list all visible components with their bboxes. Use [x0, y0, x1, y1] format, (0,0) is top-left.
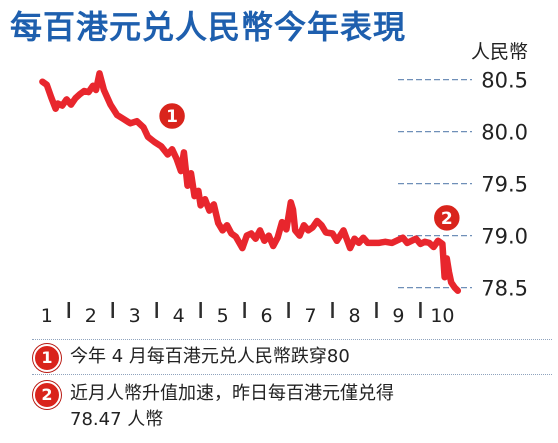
notes-panel: 1 今年 4 月每百港元兑人民幣跌穿80 2 近月人幣升值加速，昨日每百港元僅兑…: [0, 336, 558, 443]
x-tick-label: 10: [430, 305, 454, 327]
series-path: [39, 70, 462, 294]
note-2-line-2: 78.47 人幣: [70, 409, 164, 430]
annotation-badge: [431, 202, 463, 234]
series-line: [39, 70, 462, 294]
annotation-number: 1: [166, 107, 178, 127]
x-tick-label: 5: [217, 305, 229, 327]
annotations: 12: [156, 100, 463, 234]
x-tick-label: 4: [173, 305, 185, 327]
annotation-badge: [156, 100, 188, 132]
y-tick-label: 79.5: [481, 173, 528, 197]
note-badge-2: 2: [33, 381, 61, 409]
y-tick-label: 79.0: [481, 225, 528, 249]
y-tick-label: 78.5: [481, 277, 528, 301]
y-unit-label: 人民幣: [471, 41, 528, 63]
x-tick-label: 8: [348, 305, 360, 327]
y-tick-label: 80.5: [481, 69, 528, 93]
y-tick-label: 80.0: [481, 121, 528, 145]
annotation-number: 2: [441, 209, 453, 229]
gridlines: [398, 78, 472, 289]
note-2-line-1: 近月人幣升值加速，昨日每百港元僅兑得: [70, 383, 394, 404]
x-axis: 1 2 3 4 5 6 7 8 9 10: [41, 302, 455, 327]
note-1-text: 今年 4 月每百港元兑人民幣跌穿80: [70, 346, 350, 367]
x-tick-label: 9: [392, 305, 404, 327]
note-divider: [32, 374, 552, 375]
x-tick-label: 3: [129, 305, 141, 327]
x-tick-label: 1: [41, 305, 53, 327]
note-badge-1: 1: [33, 344, 61, 372]
x-tick-label: 7: [304, 305, 316, 327]
x-tick-label: 6: [261, 305, 273, 327]
y-axis: 80.5 80.0 79.5 79.0 78.5 人民幣: [471, 41, 528, 301]
x-tick-label: 2: [85, 305, 97, 327]
chart-title: 每百港元兑人民幣今年表現: [10, 8, 407, 46]
note-divider: [32, 339, 552, 340]
